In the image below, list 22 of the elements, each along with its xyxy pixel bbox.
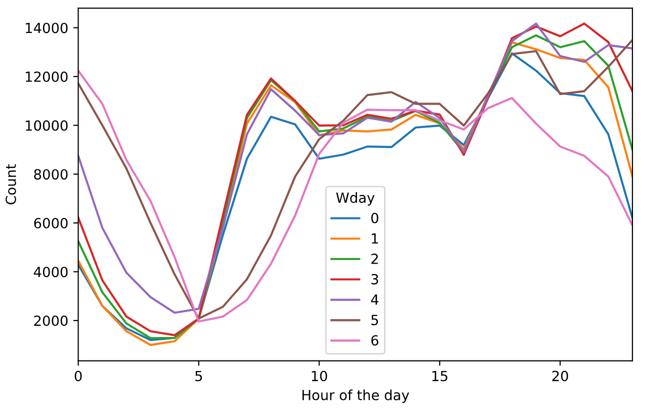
legend-label: 0 xyxy=(371,212,378,224)
legend-label: 2 xyxy=(371,254,378,264)
y-tick-label: 10000 xyxy=(26,120,68,131)
y-tick-label: 4000 xyxy=(34,266,68,278)
x-tick-label: 20 xyxy=(552,370,568,382)
y-tick-label: 2000 xyxy=(34,316,68,326)
x-tick-label: 10 xyxy=(312,370,328,382)
legend-label: 6 xyxy=(371,335,378,346)
y-tick-label: 14000 xyxy=(26,22,68,34)
y-tick-label: 12000 xyxy=(26,71,68,82)
x-tick-label: 5 xyxy=(195,370,202,382)
legend-label: 5 xyxy=(371,314,378,326)
legend-title: Wday xyxy=(336,192,375,206)
x-tick-label: 0 xyxy=(74,370,82,382)
legend-label: 4 xyxy=(371,294,378,305)
y-tick-label: 6000 xyxy=(34,218,68,228)
legend-label: 1 xyxy=(372,233,378,244)
y-tick-label: 8000 xyxy=(34,169,68,180)
y-axis-title: Count xyxy=(6,164,16,204)
x-axis-title: Hour of the day xyxy=(302,390,410,403)
x-tick-label: 15 xyxy=(432,370,448,382)
legend-label: 3 xyxy=(371,274,378,284)
